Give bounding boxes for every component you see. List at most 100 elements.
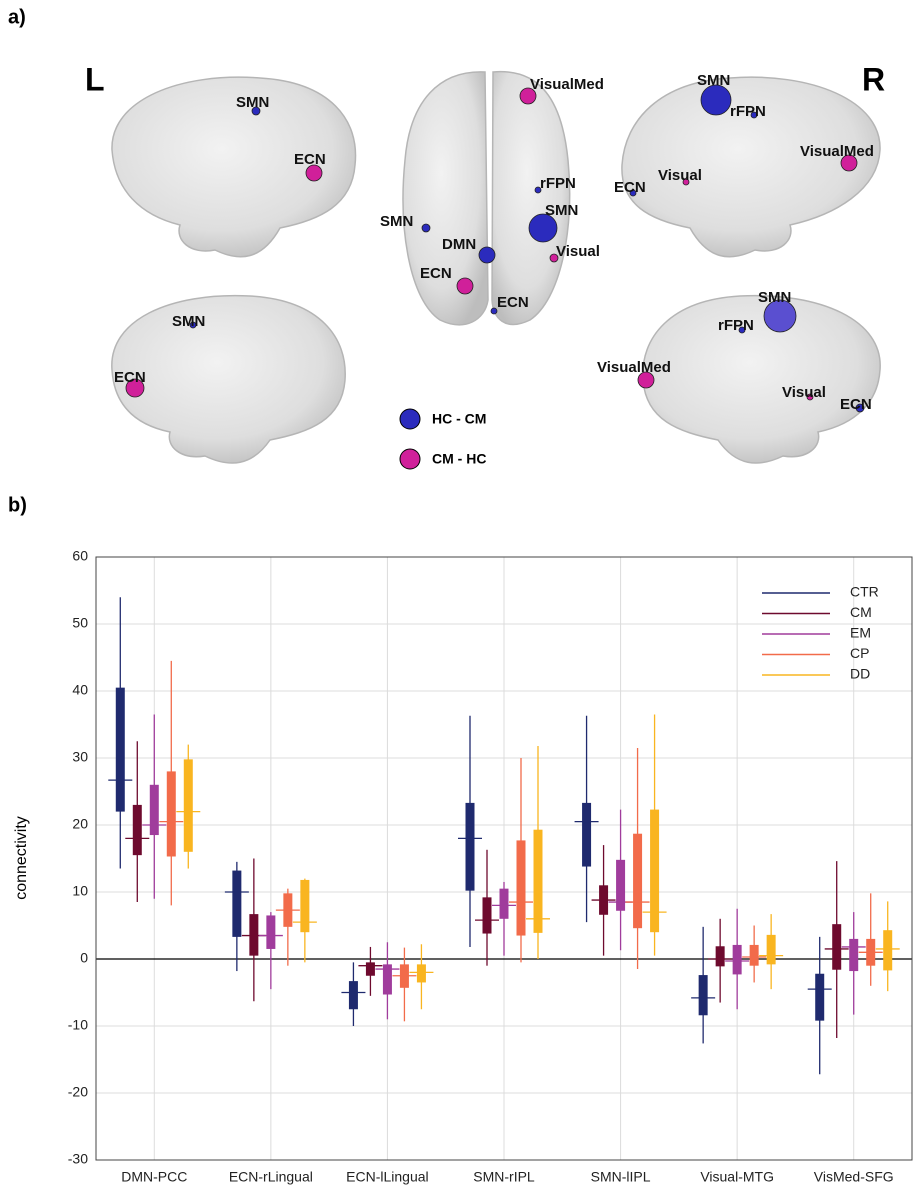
legend-label: CP [850,645,869,661]
y-tick-label: 30 [72,749,88,765]
box [465,802,475,891]
box [698,975,708,1016]
brain-node [528,213,558,243]
node-label: ECN [420,265,452,282]
y-tick-label: 10 [72,883,88,899]
box [482,897,492,934]
box [348,981,358,1010]
box [499,888,509,919]
box [365,962,375,976]
box [883,930,893,971]
x-tick-label: ECN-rLingual [229,1169,313,1185]
node-label: rFPN [730,103,766,120]
node-label: ECN [294,151,326,168]
legend-label: HC - CM [432,411,486,427]
node-label: rFPN [540,175,576,192]
box [715,946,725,967]
y-tick-label: -10 [68,1017,88,1033]
brain-top-left [402,71,489,326]
node-label: SMN [380,213,413,230]
legend-swatch [399,408,421,430]
brain-surfaces [111,70,881,464]
brain-node [519,87,537,105]
box [115,687,125,812]
box [516,840,526,936]
node-label: ECN [497,294,529,311]
node-label: Visual [782,384,826,401]
box [249,914,259,956]
box [416,964,426,983]
y-axis-label: connectivity [13,816,30,900]
brain-node [750,111,758,119]
node-label: DMN [442,236,476,253]
box [149,784,159,836]
x-tick-label: DMN-PCC [121,1169,187,1185]
brain-node [251,106,261,116]
box [533,829,543,933]
brain-node [549,253,559,263]
node-label: SMN [545,202,578,219]
node-label: Visual [556,243,600,260]
box [582,802,592,867]
x-tick-label: VisMed-SFG [814,1169,894,1185]
brain-right-lateral [621,76,881,258]
node-label: ECN [614,179,646,196]
brain-node [700,84,732,116]
node-label: ECN [114,369,146,386]
box [266,915,276,949]
legend-swatch [399,448,421,470]
chart: -30 -20 -10 0 10 20 30 40 50 60 DMN-PCC ECN-rLingua… [68,548,913,1185]
box [832,924,842,970]
box [232,870,242,937]
node-label: VisualMed [597,359,671,376]
panel-label: b) [8,494,27,516]
legend-label: EM [850,625,871,641]
node-legend: HC - CM CM - HC [399,408,486,470]
plot-frame [95,556,913,1161]
box [382,964,392,995]
brain-node [421,223,431,233]
brain-node [189,321,197,329]
brain-node [478,246,496,264]
brain-node [763,299,797,333]
brain-node [840,154,858,172]
brain-left-medial [111,294,346,464]
box [849,938,859,972]
x-tick-label: Visual-MTG [700,1169,774,1185]
legend-label: CTR [850,584,879,600]
hemisphere-label: R [862,61,885,97]
box [633,833,643,929]
box [183,759,193,852]
node-label: SMN [758,289,791,306]
box [300,879,310,933]
x-tick-label: SMN-lIPL [591,1169,651,1185]
y-tick-label: 20 [72,816,88,832]
legend-label: CM - HC [432,451,486,467]
y-tick-label: -30 [68,1151,88,1167]
y-tick-label: 0 [80,950,88,966]
brain-left-lateral [111,76,357,258]
brain-node [855,403,865,413]
brain-node [629,189,637,197]
node-label: SMN [236,94,269,111]
box [650,809,660,933]
node-label: Visual [658,167,702,184]
y-tick-label: -20 [68,1084,88,1100]
brain-node [305,164,323,182]
node-label: VisualMed [530,76,604,93]
legend-label: DD [850,666,870,682]
node-label: VisualMed [800,143,874,160]
brain-node [637,371,655,389]
y-tick-label: 50 [72,615,88,631]
node-label: SMN [697,72,730,89]
x-tick-label: SMN-rIPL [473,1169,535,1185]
box [732,944,742,975]
brain-right-medial [642,294,881,464]
node-label: SMN [172,313,205,330]
brain-node [534,186,542,194]
brain-node [682,178,690,186]
box [616,859,626,911]
panel-label: a) [8,6,26,28]
